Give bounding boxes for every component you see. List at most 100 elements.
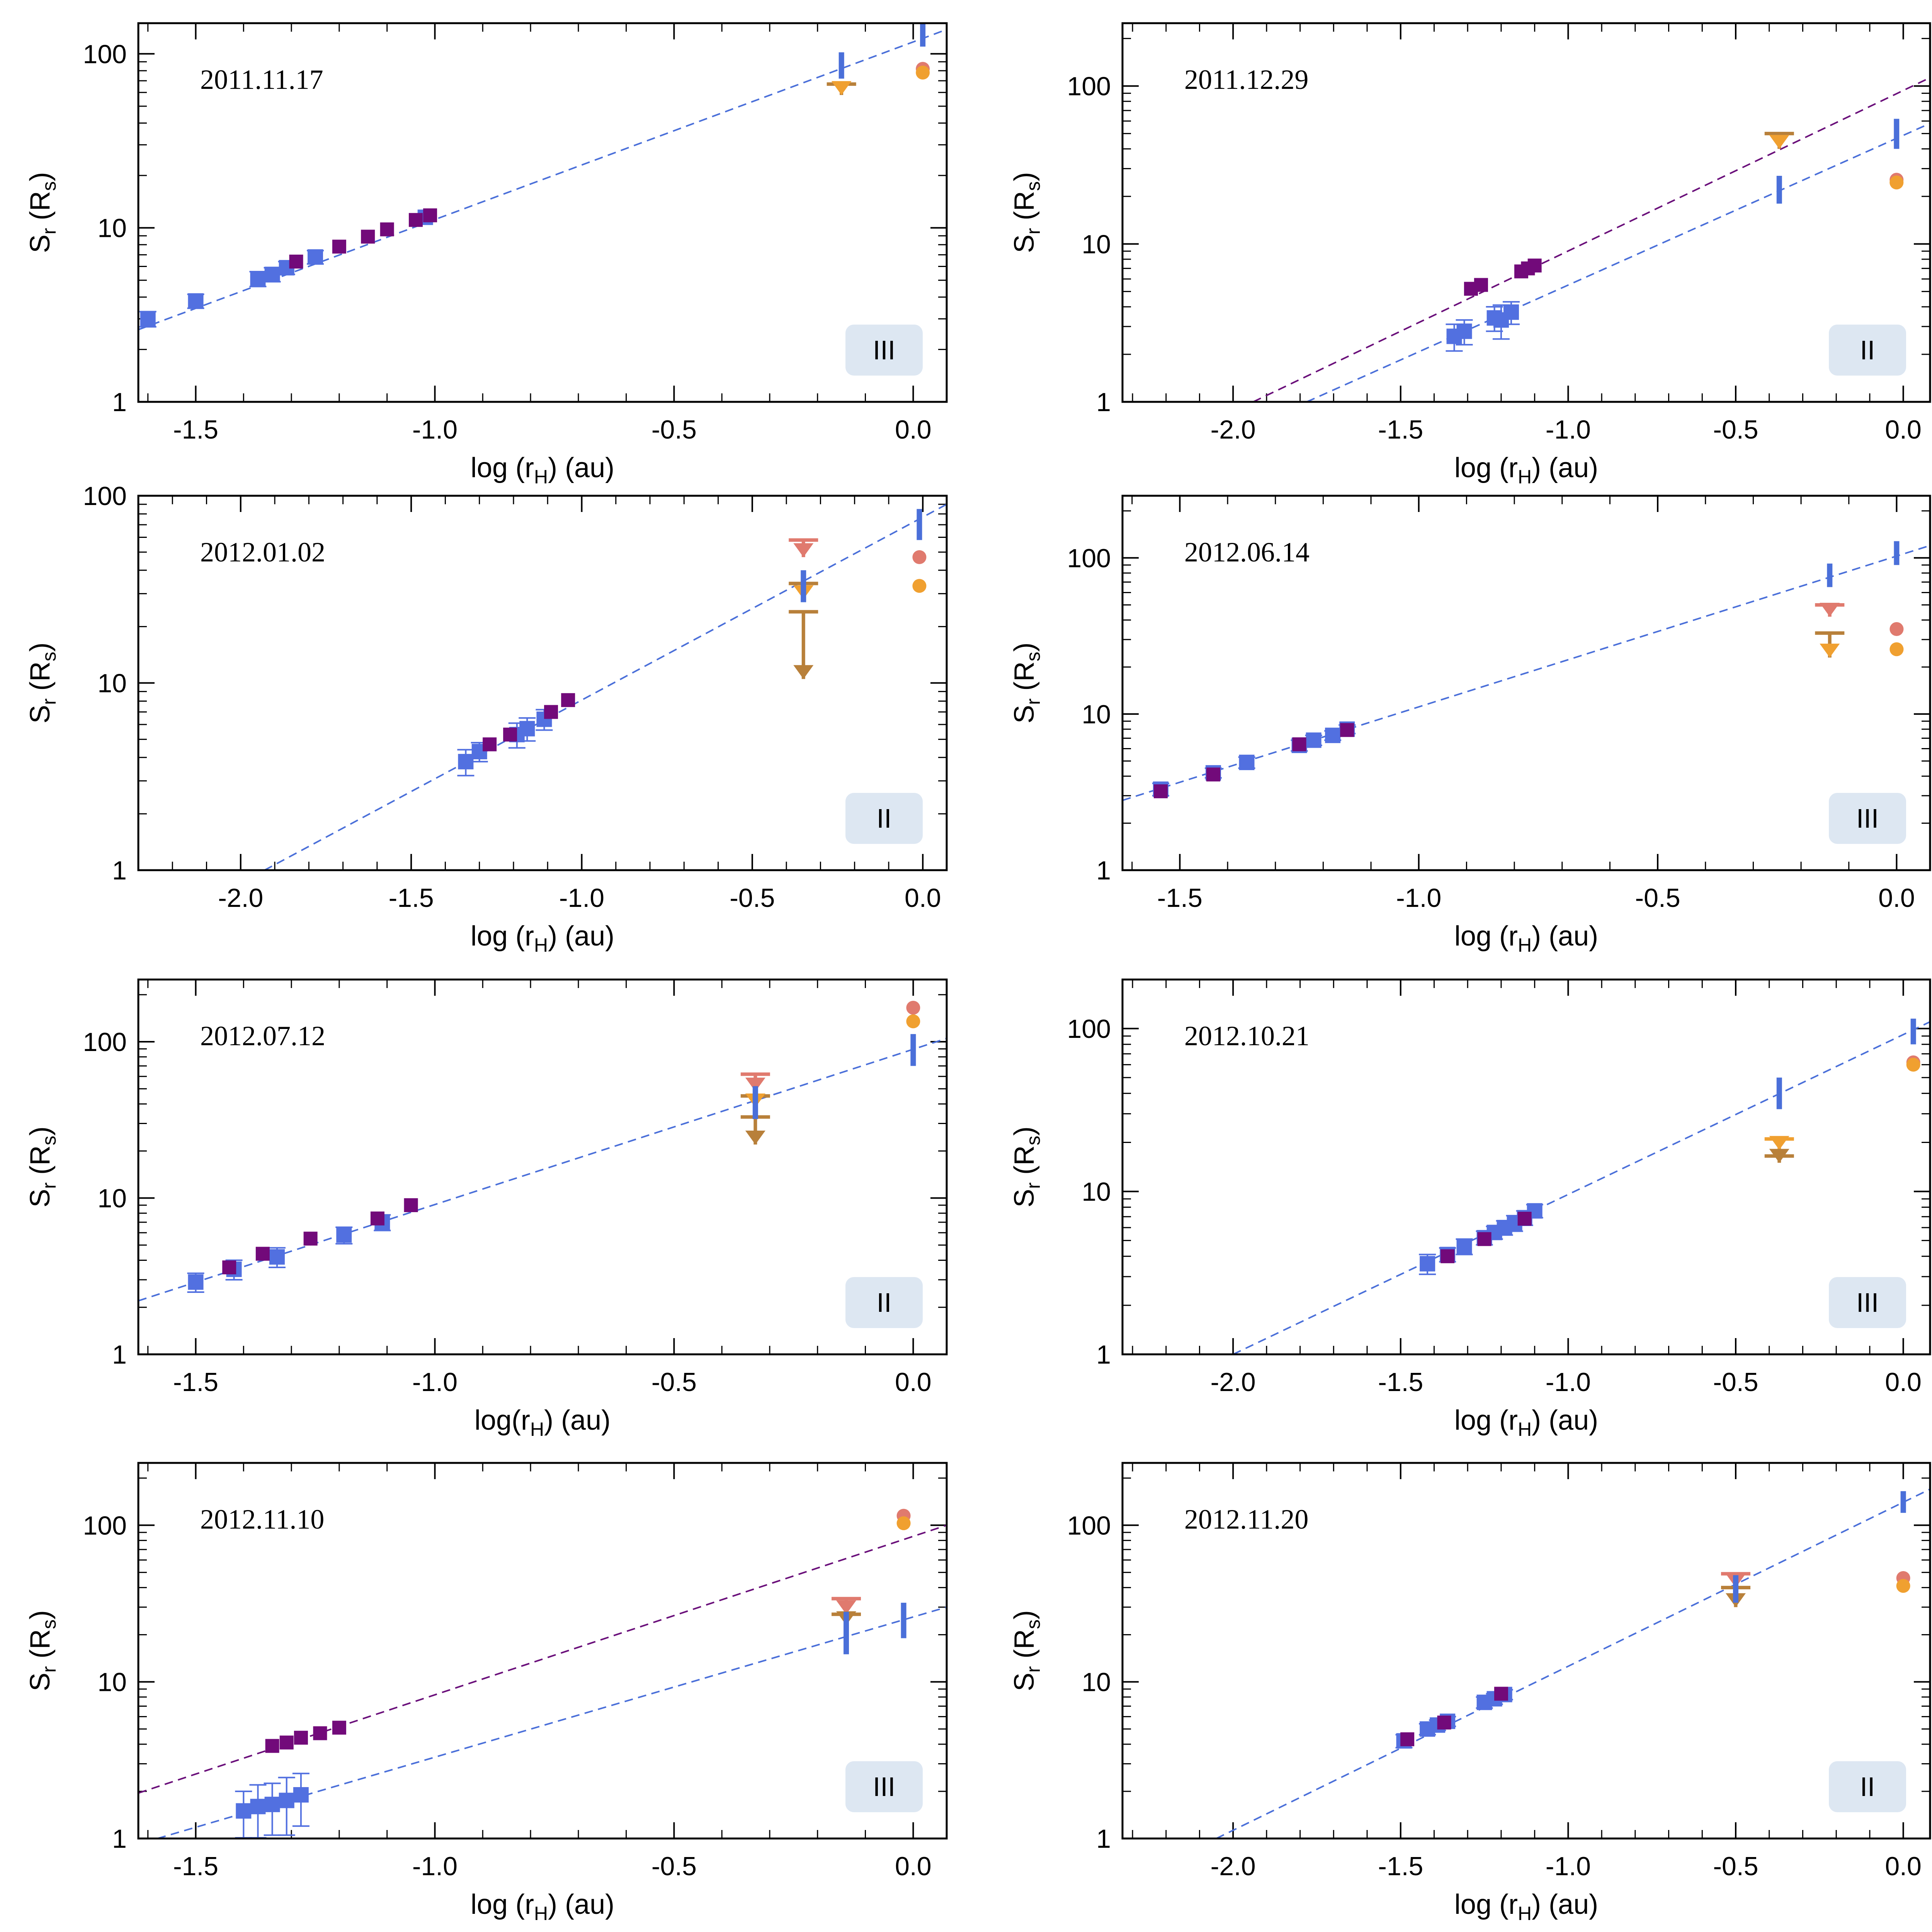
limit-arrow — [745, 1077, 765, 1092]
purple-data-point — [1206, 767, 1220, 782]
x-tick-label: -0.5 — [730, 883, 775, 913]
type-badge — [845, 793, 923, 844]
type-badge — [1829, 1277, 1906, 1328]
purple-data-point — [423, 208, 437, 223]
dot-salmon — [906, 1000, 920, 1015]
dot-orange — [1889, 175, 1904, 190]
x-tick-label: 0.0 — [1885, 1367, 1922, 1397]
purple-data-point — [294, 1731, 308, 1745]
x-tick-label: -1.5 — [1378, 1367, 1423, 1397]
type-badge-label: II — [877, 803, 892, 833]
y-tick-label: 10 — [1082, 230, 1111, 259]
y-tick-label: 10 — [1082, 700, 1111, 729]
y-tick-label: 10 — [1082, 1177, 1111, 1206]
y-tick-label: 1 — [1096, 1824, 1111, 1854]
x-tick-label: -0.5 — [651, 1852, 697, 1881]
plot-frame — [1121, 1462, 1931, 1840]
type-badge-label: II — [1860, 335, 1875, 365]
y-tick-label: 100 — [83, 481, 127, 511]
type-badge — [1829, 1761, 1906, 1812]
blue-data-point — [1325, 728, 1341, 743]
panel-2: -2.0 -1.5 -1.0 -0.5 0.0 1 10 100 2011.12.29 II log… — [1009, 22, 1931, 488]
plot-area — [138, 23, 947, 330]
purple-data-point — [503, 728, 517, 742]
y-tick-label: 1 — [1096, 856, 1111, 885]
fit-line-blue — [264, 503, 947, 870]
y-axis-title: Sr (Rs) — [25, 172, 60, 253]
x-tick-label: 0.0 — [1878, 883, 1915, 913]
plot-area — [1253, 77, 1930, 402]
dot-orange — [916, 65, 930, 80]
limit-arrow — [1769, 1149, 1789, 1163]
x-tick-label: -1.5 — [173, 415, 218, 444]
blue-data-point — [250, 271, 266, 287]
purple-data-point — [1340, 723, 1354, 737]
y-tick-label: 100 — [83, 1511, 127, 1540]
y-tick-label: 1 — [112, 1824, 127, 1854]
purple-data-point — [1477, 1232, 1492, 1246]
purple-data-point — [279, 1735, 294, 1750]
type-badge — [845, 1761, 923, 1812]
fit-line-blue — [138, 1037, 947, 1302]
type-badge-label: III — [1856, 1287, 1879, 1318]
panel-3: -2.0 -1.5 -1.0 -0.5 0.0 1 10 100 2012.01.02 II log… — [25, 481, 948, 956]
x-axis-title: log (rH) (au) — [471, 1889, 614, 1924]
limit-arrow — [831, 81, 852, 95]
limit-arrow — [793, 543, 814, 557]
x-tick-label: -2.0 — [1211, 1852, 1256, 1881]
purple-data-point — [1292, 737, 1306, 752]
purple-data-point — [313, 1726, 327, 1740]
blue-data-point — [1456, 1238, 1472, 1254]
limit-arrow — [1820, 643, 1840, 658]
panel-4: -1.5 -1.0 -0.5 0.0 1 10 100 2012.06.14 III log (r… — [1009, 495, 1931, 956]
limit-arrow — [1820, 603, 1840, 617]
purple-data-point — [380, 222, 394, 236]
plot-area — [1233, 1019, 1930, 1354]
purple-data-point — [332, 1721, 346, 1735]
type-badge — [845, 325, 923, 376]
x-axis-title: log (rH) (au) — [1454, 1405, 1598, 1440]
fit-line-blue — [1216, 1488, 1930, 1838]
x-tick-label: -1.0 — [1546, 1852, 1591, 1881]
blue-data-point — [1456, 323, 1472, 339]
plot-frame — [1121, 495, 1931, 871]
y-tick-label: 100 — [1067, 1511, 1111, 1540]
x-tick-label: -1.0 — [412, 415, 457, 444]
blue-data-point — [1239, 755, 1255, 770]
x-tick-label: 0.0 — [895, 1852, 932, 1881]
fit-line-blue — [1122, 544, 1930, 801]
x-tick-label: -2.0 — [1211, 1367, 1256, 1397]
dot-salmon — [912, 550, 927, 564]
x-tick-label: -1.0 — [1546, 415, 1591, 444]
panel-date-label: 2011.12.29 — [1184, 64, 1308, 95]
blue-data-point — [293, 1787, 309, 1803]
x-tick-label: -0.5 — [1635, 883, 1680, 913]
purple-data-point — [1440, 1249, 1455, 1264]
y-tick-label: 1 — [112, 388, 127, 417]
blue-data-point — [264, 1796, 280, 1812]
x-tick-label: -0.5 — [1713, 1367, 1758, 1397]
blue-data-point — [264, 267, 280, 282]
blue-data-point — [519, 721, 535, 736]
y-tick-label: 100 — [83, 1027, 127, 1057]
fit-line-blue — [1306, 122, 1930, 402]
blue-data-point — [140, 311, 156, 327]
x-axis-title: log(rH) (au) — [474, 1405, 611, 1440]
purple-data-point — [408, 213, 423, 227]
plot-area — [1216, 1488, 1930, 1838]
limit-arrow — [1769, 135, 1789, 149]
blue-data-point — [336, 1227, 352, 1243]
type-badge-label: II — [1860, 1772, 1875, 1802]
panel-5: -1.5 -1.0 -0.5 0.0 1 10 100 2012.07.12 II log(rH)… — [25, 978, 948, 1440]
purple-data-point — [1474, 278, 1488, 292]
x-tick-label: -1.5 — [1378, 415, 1423, 444]
purple-data-point — [544, 705, 558, 719]
y-axis-title: Sr (Rs) — [25, 643, 60, 724]
y-tick-label: 10 — [97, 214, 127, 243]
dot-orange — [896, 1516, 911, 1531]
plot-area — [264, 503, 947, 870]
type-badge-label: III — [873, 1772, 895, 1802]
purple-data-point — [265, 1739, 279, 1753]
x-tick-label: 0.0 — [895, 1367, 932, 1397]
y-axis-title: Sr (Rs) — [25, 1126, 60, 1208]
